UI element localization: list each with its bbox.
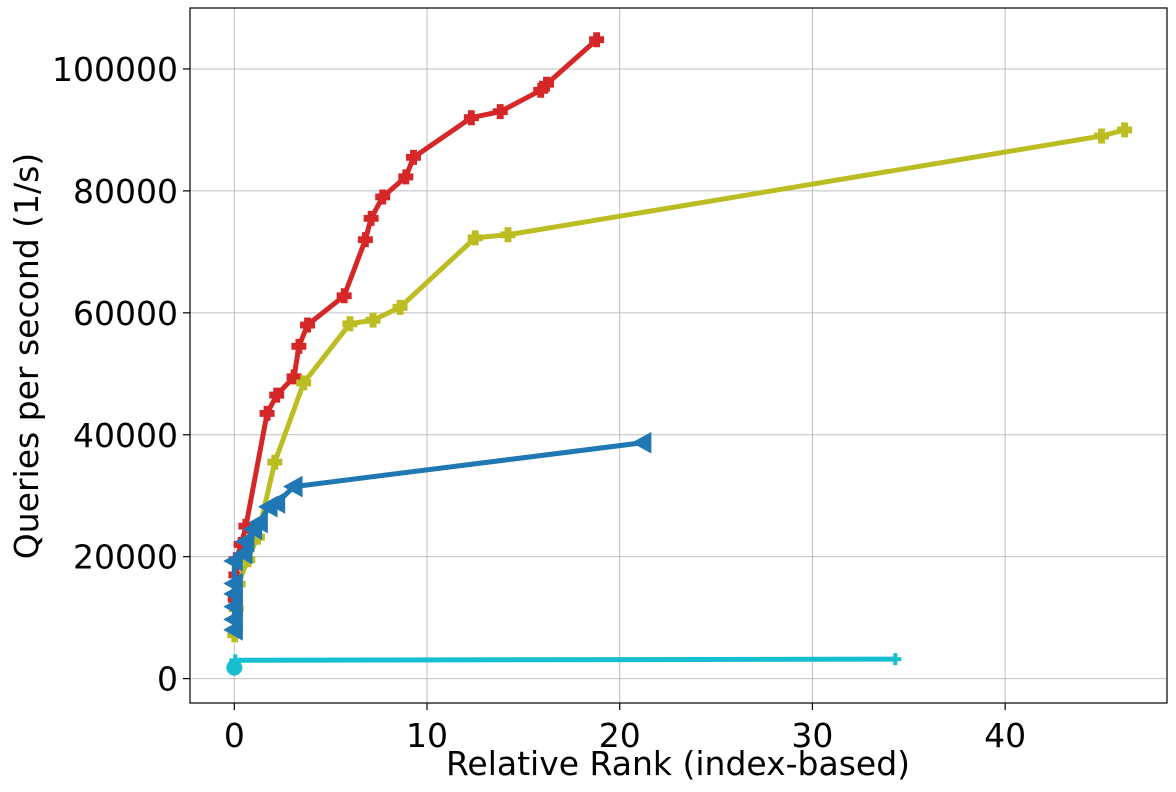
data-point bbox=[363, 210, 379, 226]
series-line bbox=[231, 656, 898, 671]
data-point bbox=[589, 32, 605, 48]
plot-frame bbox=[189, 7, 1168, 704]
x-axis: 0 10 20 30 40 bbox=[224, 703, 1026, 755]
series-4 bbox=[226, 653, 902, 676]
data-point bbox=[492, 104, 508, 120]
grid bbox=[190, 8, 1167, 703]
data-point bbox=[223, 572, 243, 595]
data-point bbox=[269, 387, 285, 403]
data-point bbox=[467, 230, 483, 246]
y-tick-label: 0 bbox=[157, 660, 178, 699]
data-point bbox=[342, 316, 358, 332]
data-point bbox=[336, 288, 352, 304]
y-tick-label: 40000 bbox=[73, 416, 178, 455]
data-point bbox=[248, 511, 268, 534]
series-layer bbox=[223, 32, 1133, 676]
series-line bbox=[232, 37, 600, 602]
data-point bbox=[267, 454, 283, 470]
data-point bbox=[538, 76, 554, 92]
x-axis-label: Relative Rank (index-based) bbox=[446, 744, 910, 783]
y-axis-label: Queries per second (1/s) bbox=[7, 153, 46, 559]
data-point bbox=[300, 317, 316, 333]
data-point bbox=[463, 110, 479, 126]
x-tick-label: 0 bbox=[224, 716, 245, 755]
data-point bbox=[259, 405, 275, 421]
data-point bbox=[1117, 122, 1133, 138]
data-point bbox=[1093, 128, 1109, 144]
x-tick-label: 30 bbox=[791, 716, 833, 755]
y-axis: 0 20000 40000 60000 80000 100000 bbox=[52, 50, 190, 699]
data-point bbox=[357, 232, 373, 248]
x-tick-label: 40 bbox=[984, 716, 1026, 755]
data-point bbox=[375, 189, 391, 205]
y-tick-label: 80000 bbox=[73, 172, 178, 211]
data-point bbox=[265, 492, 286, 514]
data-point bbox=[283, 475, 303, 498]
series-line bbox=[232, 127, 1128, 638]
data-point bbox=[398, 169, 414, 185]
data-point bbox=[365, 312, 381, 328]
y-tick-label: 100000 bbox=[52, 50, 178, 89]
data-point bbox=[296, 375, 312, 391]
x-tick-label: 20 bbox=[599, 716, 641, 755]
data-point bbox=[291, 338, 307, 354]
x-tick-label: 10 bbox=[406, 716, 448, 755]
data-point bbox=[234, 530, 255, 553]
y-tick-label: 60000 bbox=[73, 294, 178, 333]
y-tick-label: 20000 bbox=[73, 538, 178, 577]
data-point bbox=[889, 653, 902, 666]
data-point bbox=[229, 654, 242, 667]
data-point bbox=[392, 299, 408, 315]
series-3 bbox=[223, 431, 652, 641]
data-point bbox=[631, 431, 652, 454]
series-1 bbox=[227, 32, 605, 607]
data-point bbox=[500, 227, 516, 243]
series-2 bbox=[227, 122, 1133, 643]
series-line bbox=[231, 440, 646, 633]
data-point bbox=[406, 149, 422, 165]
data-point bbox=[232, 542, 253, 565]
data-point bbox=[226, 659, 243, 676]
